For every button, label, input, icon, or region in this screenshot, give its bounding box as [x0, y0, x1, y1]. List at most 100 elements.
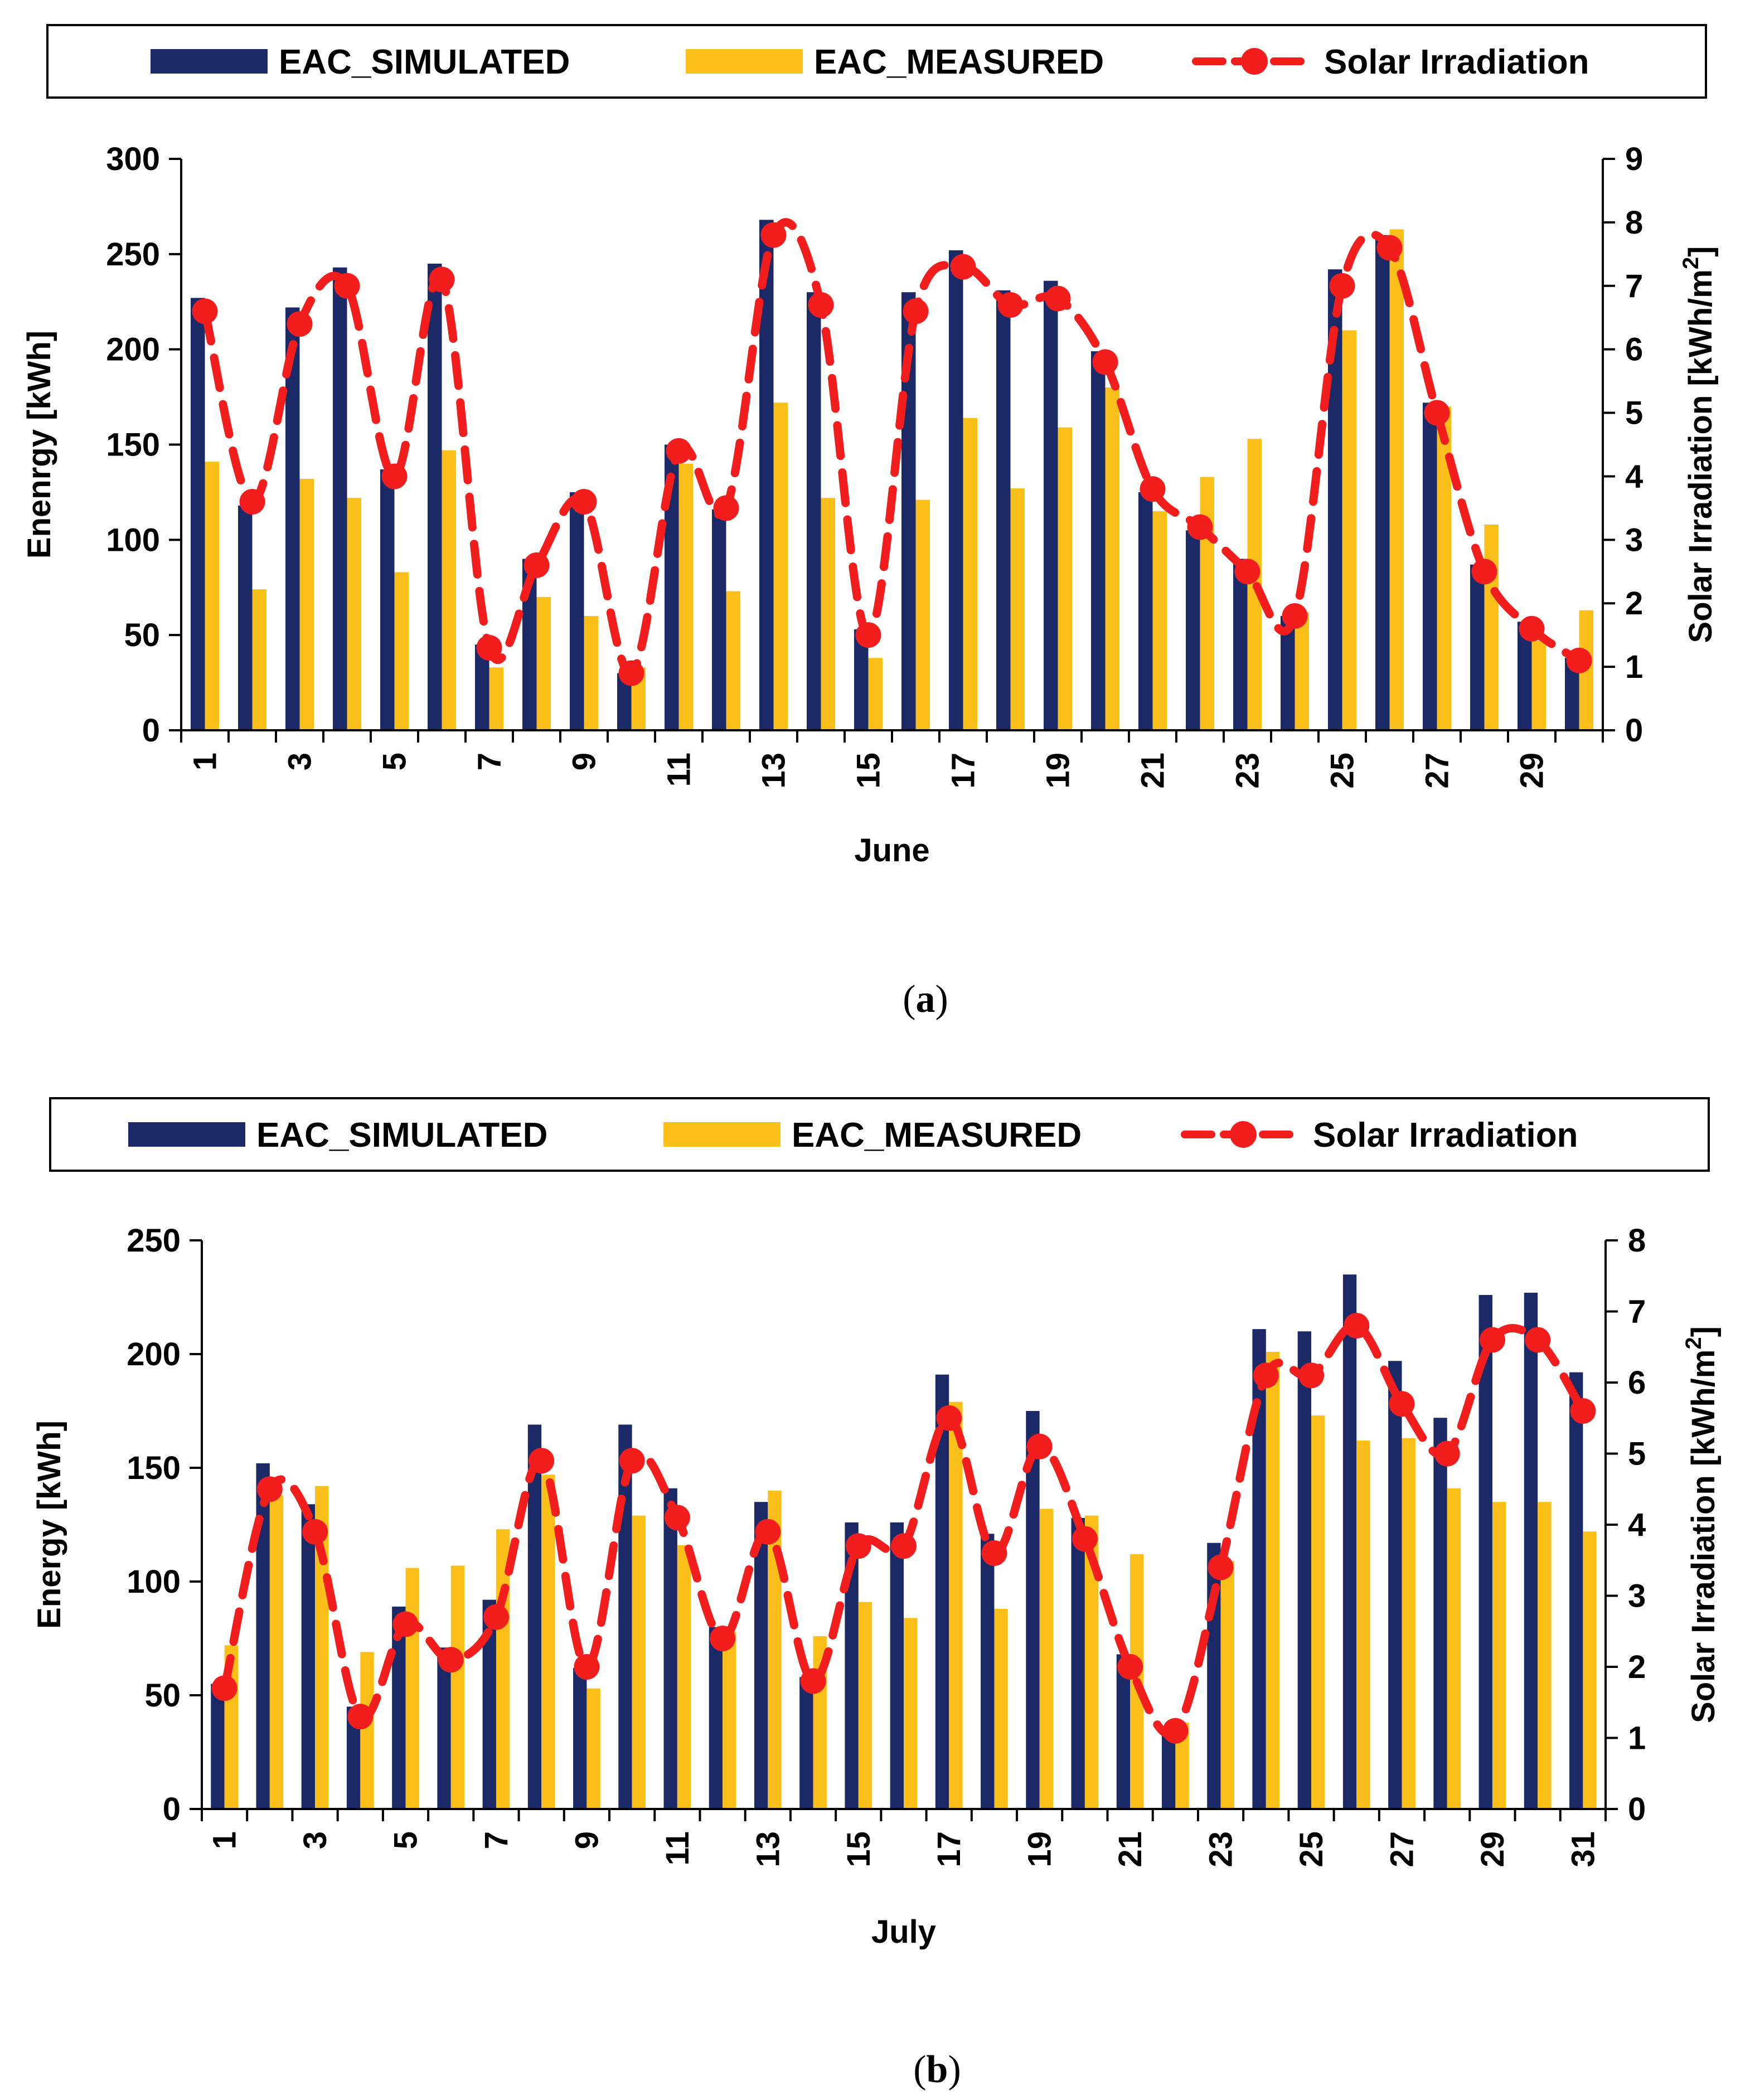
y-tick-label: 150	[106, 427, 160, 463]
bar-simulated-day-21	[1116, 1654, 1131, 1809]
x-axis-title: June	[854, 832, 929, 869]
legend-swatch-simulated	[151, 49, 268, 74]
bar-measured-day-27	[1402, 1438, 1415, 1809]
irradiation-point-day-15	[855, 622, 881, 648]
y-tick-label: 100	[106, 522, 160, 558]
x-tick-label: 13	[750, 1831, 786, 1868]
legend-label-simulated: EAC_SIMULATED	[256, 1116, 547, 1155]
bar-simulated-day-23	[1233, 559, 1248, 730]
irradiation-point-day-11	[664, 1505, 690, 1531]
bar-simulated-day-6	[428, 263, 442, 731]
irradiation-point-day-7	[476, 634, 502, 661]
bar-measured-day-15	[858, 1602, 872, 1809]
irradiation-point-day-24	[1282, 603, 1308, 629]
caption-open: (	[903, 978, 915, 1021]
legend-label-irradiation: Solar Irradiation	[1313, 1116, 1578, 1155]
irradiation-point-day-13	[755, 1519, 781, 1545]
x-tick-label: 9	[569, 1831, 605, 1849]
legend-label-irradiation: Solar Irradiation	[1324, 43, 1589, 81]
x-tick-label: 25	[1293, 1831, 1330, 1868]
legend-frame	[49, 1097, 1710, 1172]
bar-measured-day-18	[994, 1608, 1008, 1809]
bar-measured-day-17	[963, 418, 977, 730]
bar-measured-day-8	[541, 1475, 555, 1809]
bar-simulated-day-25	[1297, 1331, 1312, 1809]
x-tick-label: 27	[1384, 1831, 1420, 1868]
irradiation-point-day-23	[1234, 559, 1261, 585]
bar-simulated-day-9	[570, 492, 584, 730]
y-tick-label: 0	[163, 1791, 181, 1827]
irradiation-point-day-13	[760, 222, 787, 248]
y2-tick-label: 4	[1625, 458, 1643, 494]
bar-simulated-day-13	[759, 220, 774, 730]
bar-simulated-day-1	[211, 1684, 225, 1809]
y-tick-label: 150	[127, 1450, 181, 1486]
bar-measured-day-3	[299, 479, 314, 730]
bar-simulated-day-21	[1138, 492, 1153, 730]
irradiation-point-day-6	[429, 266, 455, 293]
bar-simulated-day-19	[1044, 280, 1058, 731]
x-tick-label: 5	[388, 1831, 424, 1849]
irradiation-point-day-27	[1424, 400, 1450, 426]
y2-axis-title: Solar Irradiation [kWh/m2]	[1681, 1326, 1722, 1723]
legend-frame	[46, 24, 1707, 99]
caption-letter: b	[927, 2048, 948, 2091]
irradiation-point-day-10	[618, 660, 644, 686]
x-tick-label: 21	[1135, 753, 1171, 789]
y2-axis-title-base: Solar Irradiation [kWh/m	[1683, 269, 1719, 643]
legend: EAC_SIMULATED EAC_MEASURED Solar Irradiati…	[46, 24, 1707, 99]
bar-measured-day-5	[405, 1568, 419, 1809]
bar-measured-day-7	[496, 1529, 510, 1809]
caption-open: (	[913, 2048, 926, 2091]
irradiation-line	[201, 218, 1583, 678]
y-tick-label: 200	[127, 1336, 181, 1372]
y2-tick-label: 8	[1625, 205, 1643, 241]
irradiation-point-day-9	[574, 1654, 600, 1680]
bar-measured-day-21	[1152, 511, 1167, 730]
bar-simulated-day-10	[618, 1424, 632, 1809]
bar-measured-day-7	[489, 667, 503, 730]
x-tick-label: 23	[1230, 753, 1266, 789]
irradiation-point-day-19	[1026, 1433, 1053, 1459]
legend-swatch-measured	[663, 1122, 780, 1147]
irradiation-point-day-11	[666, 438, 692, 464]
y2-tick-label: 6	[1625, 332, 1643, 368]
y2-axis-title-end: ]	[1683, 246, 1719, 257]
bar-measured-day-2	[269, 1495, 284, 1809]
bar-simulated-day-28	[1470, 564, 1485, 730]
irradiation-point-day-5	[392, 1611, 419, 1637]
caption-close: )	[935, 978, 948, 1021]
bar-measured-day-9	[584, 616, 598, 730]
bar-simulated-day-18	[996, 290, 1011, 730]
irradiation-point-day-24	[1253, 1362, 1279, 1389]
bar-measured-day-31	[1583, 1531, 1597, 1809]
bar-measured-day-1	[205, 462, 219, 730]
x-tick-label: 1	[207, 1831, 243, 1849]
bar-simulated-day-27	[1388, 1361, 1402, 1809]
irradiation-point-day-26	[1344, 1313, 1370, 1338]
irradiation-point-day-25	[1329, 273, 1355, 299]
x-tick-label: 7	[472, 753, 508, 770]
y-tick-label: 250	[106, 236, 160, 273]
bar-measured-day-25	[1311, 1415, 1325, 1809]
bar-measured-day-24	[1295, 612, 1309, 730]
y2-tick-label: 4	[1628, 1507, 1646, 1543]
bar-measured-day-5	[394, 572, 409, 730]
irradiation-point-day-22	[1162, 1718, 1189, 1744]
bar-simulated-day-1	[191, 298, 205, 730]
irradiation-point-day-19	[1045, 285, 1071, 312]
irradiation-point-day-20	[1092, 349, 1118, 375]
irradiation-point-day-3	[302, 1519, 328, 1545]
y-tick-label: 50	[124, 617, 160, 653]
irradiation-point-day-17	[936, 1405, 962, 1431]
irradiation-point-day-8	[523, 552, 550, 578]
irradiation-point-day-20	[1072, 1526, 1098, 1552]
y-axis-title: Energy [kWh]	[31, 1420, 67, 1629]
y-tick-label: 250	[127, 1223, 181, 1259]
bar-measured-day-6	[450, 1565, 465, 1809]
legend-swatch-irradiation-marker	[1241, 48, 1268, 75]
x-tick-label: 23	[1203, 1831, 1239, 1868]
